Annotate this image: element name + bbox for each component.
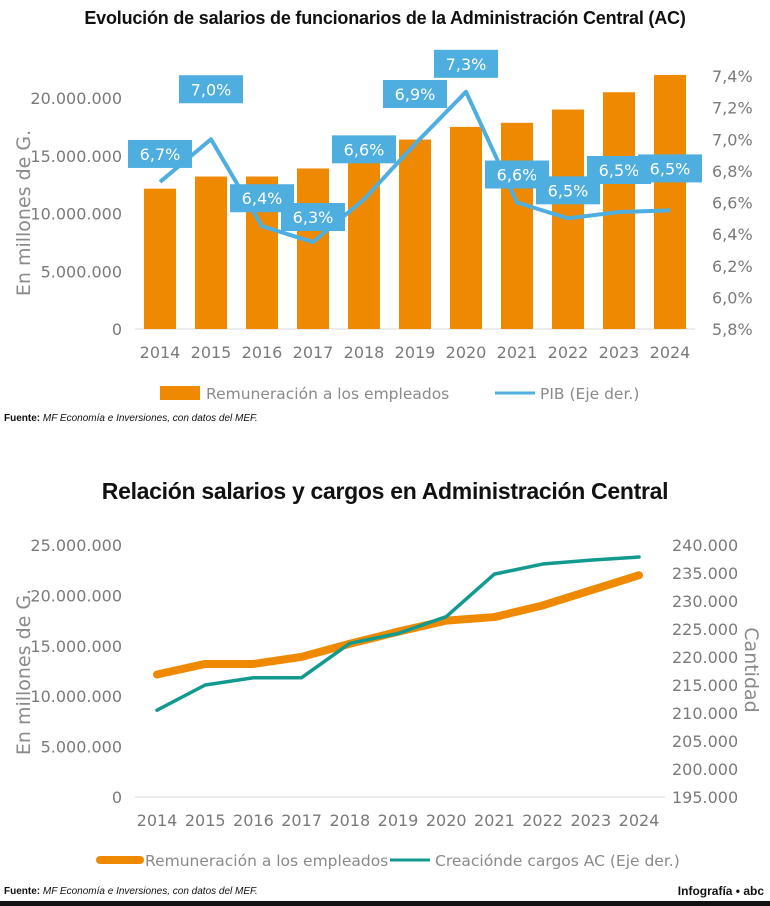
x-tick-label: 2015	[191, 343, 232, 362]
data-label-2021: 6,6%	[497, 166, 538, 185]
x-tick-label: 2022	[548, 343, 589, 362]
legend-bar-label: Remuneración a los empleados	[206, 385, 449, 403]
data-label-box	[281, 203, 345, 232]
x-tick-label: 2022	[522, 811, 563, 830]
x-tick-label: 2020	[426, 811, 467, 830]
y-tick-label: 25.000.000	[30, 536, 122, 555]
y-tick-label: 5.000.000	[41, 738, 122, 757]
source-note-1: Fuente: MF Economía e Inversiones, con d…	[4, 413, 258, 424]
chart1-salarios-pib: 0 5.000.000 10.000.000 15.000.000 20.000.000…	[13, 49, 753, 403]
y-tick-label: 20.000.000	[30, 89, 122, 108]
y2-tick-label: 225.000	[672, 620, 738, 639]
y2-tick-label: 6,6%	[712, 194, 753, 213]
y-tick-label: 10.000.000	[30, 205, 122, 224]
bar-2015	[195, 176, 227, 329]
x-tick-label: 2020	[446, 343, 487, 362]
bar-2018	[348, 153, 380, 329]
x-tick-label: 2014	[137, 811, 178, 830]
y-tick-label: 15.000.000	[30, 147, 122, 166]
x-tick-label: 2024	[650, 343, 691, 362]
y2-tick-label: 6,2%	[712, 257, 753, 276]
x-tick-label: 2016	[233, 811, 274, 830]
data-label-2020: 7,3%	[446, 55, 487, 74]
y2-tick-label: 235.000	[672, 564, 738, 583]
y2-tick-label: 215.000	[672, 676, 738, 695]
data-label-box	[434, 49, 498, 78]
y2-tick-label: 7,0%	[712, 130, 753, 149]
legend-line-label: PIB (Eje der.)	[540, 385, 639, 403]
x-tick-label: 2017	[281, 811, 322, 830]
x-tick-label: 2019	[395, 343, 436, 362]
y-axis-title: En millones de G.	[13, 589, 35, 755]
y2-tick-label: 210.000	[672, 704, 738, 723]
y2-tick-label: 205.000	[672, 732, 738, 751]
data-label-box	[332, 135, 396, 164]
data-label-box	[383, 79, 447, 108]
data-label-box	[128, 139, 192, 168]
x-tick-label: 2017	[293, 343, 334, 362]
bar-2021	[501, 122, 533, 330]
x-tick-label: 2021	[497, 343, 538, 362]
credit-logo: Infografía • abc	[677, 884, 764, 898]
bar-2024	[654, 74, 686, 330]
y2-tick-label: 6,0%	[712, 288, 753, 307]
data-label-2022: 6,5%	[548, 181, 589, 200]
y2-axis-title: Cantidad	[740, 627, 762, 712]
data-label-2017: 6,3%	[293, 208, 334, 227]
source-note-2: Fuente: MF Economía e Inversiones, con d…	[4, 886, 258, 897]
legend-remuneracion-label: Remuneración a los empleados	[145, 852, 388, 870]
bar-2017	[297, 168, 329, 329]
data-label-2014: 6,7%	[140, 145, 181, 164]
legend-cargos-label: Creaciónde cargos AC (Eje der.)	[435, 852, 680, 870]
data-label-2015: 7,0%	[191, 80, 232, 99]
x-tick-label: 2019	[378, 811, 419, 830]
y-tick-label: 15.000.000	[30, 637, 122, 656]
data-label-2023: 6,5%	[599, 161, 640, 180]
y2-tick-label: 195.000	[672, 788, 738, 807]
y2-tick-label: 200.000	[672, 760, 738, 779]
bottom-rule	[0, 901, 770, 906]
y-tick-label: 0	[112, 788, 122, 807]
remuneracion-line	[153, 571, 643, 679]
cargos-line	[155, 555, 641, 712]
chart2-title: Relación salarios y cargos en Administra…	[101, 478, 669, 504]
x-tick-label: 2024	[619, 811, 660, 830]
y-tick-label: 10.000.000	[30, 687, 122, 706]
data-label-2016: 6,4%	[242, 189, 283, 208]
x-tick-label: 2023	[570, 811, 611, 830]
y2-tick-label: 7,2%	[712, 99, 753, 118]
x-tick-label: 2014	[140, 343, 181, 362]
data-label-2019: 6,9%	[395, 85, 436, 104]
legend-bar-swatch	[160, 386, 200, 400]
y2-tick-label: 7,4%	[712, 67, 753, 86]
y2-tick-label: 240.000	[672, 536, 738, 555]
y-tick-label: 20.000.000	[30, 586, 122, 605]
y2-tick-label: 220.000	[672, 648, 738, 667]
bar-2019	[399, 139, 431, 329]
y-axis-title: En millones de G.	[13, 130, 35, 296]
y2-tick-label: 6,4%	[712, 225, 753, 244]
x-tick-label: 2018	[329, 811, 370, 830]
y-tick-label: 5.000.000	[41, 262, 122, 281]
y2-tick-label: 230.000	[672, 592, 738, 611]
x-tick-label: 2016	[242, 343, 283, 362]
bar-2014	[144, 188, 176, 329]
chart1-title: Evolución de salarios de funcionarios de…	[84, 8, 686, 28]
x-tick-label: 2015	[185, 811, 226, 830]
bar-2020	[450, 126, 482, 329]
x-tick-label: 2021	[474, 811, 515, 830]
data-label-box	[638, 154, 702, 183]
data-label-box	[179, 75, 243, 104]
y-tick-label: 0	[112, 320, 122, 339]
y2-tick-label: 6,8%	[712, 162, 753, 181]
y2-tick-label: 5,8%	[712, 320, 753, 339]
x-tick-label: 2018	[344, 343, 385, 362]
data-label-2018: 6,6%	[344, 140, 385, 159]
x-tick-label: 2023	[599, 343, 640, 362]
data-label-2024: 6,5%	[650, 159, 691, 178]
